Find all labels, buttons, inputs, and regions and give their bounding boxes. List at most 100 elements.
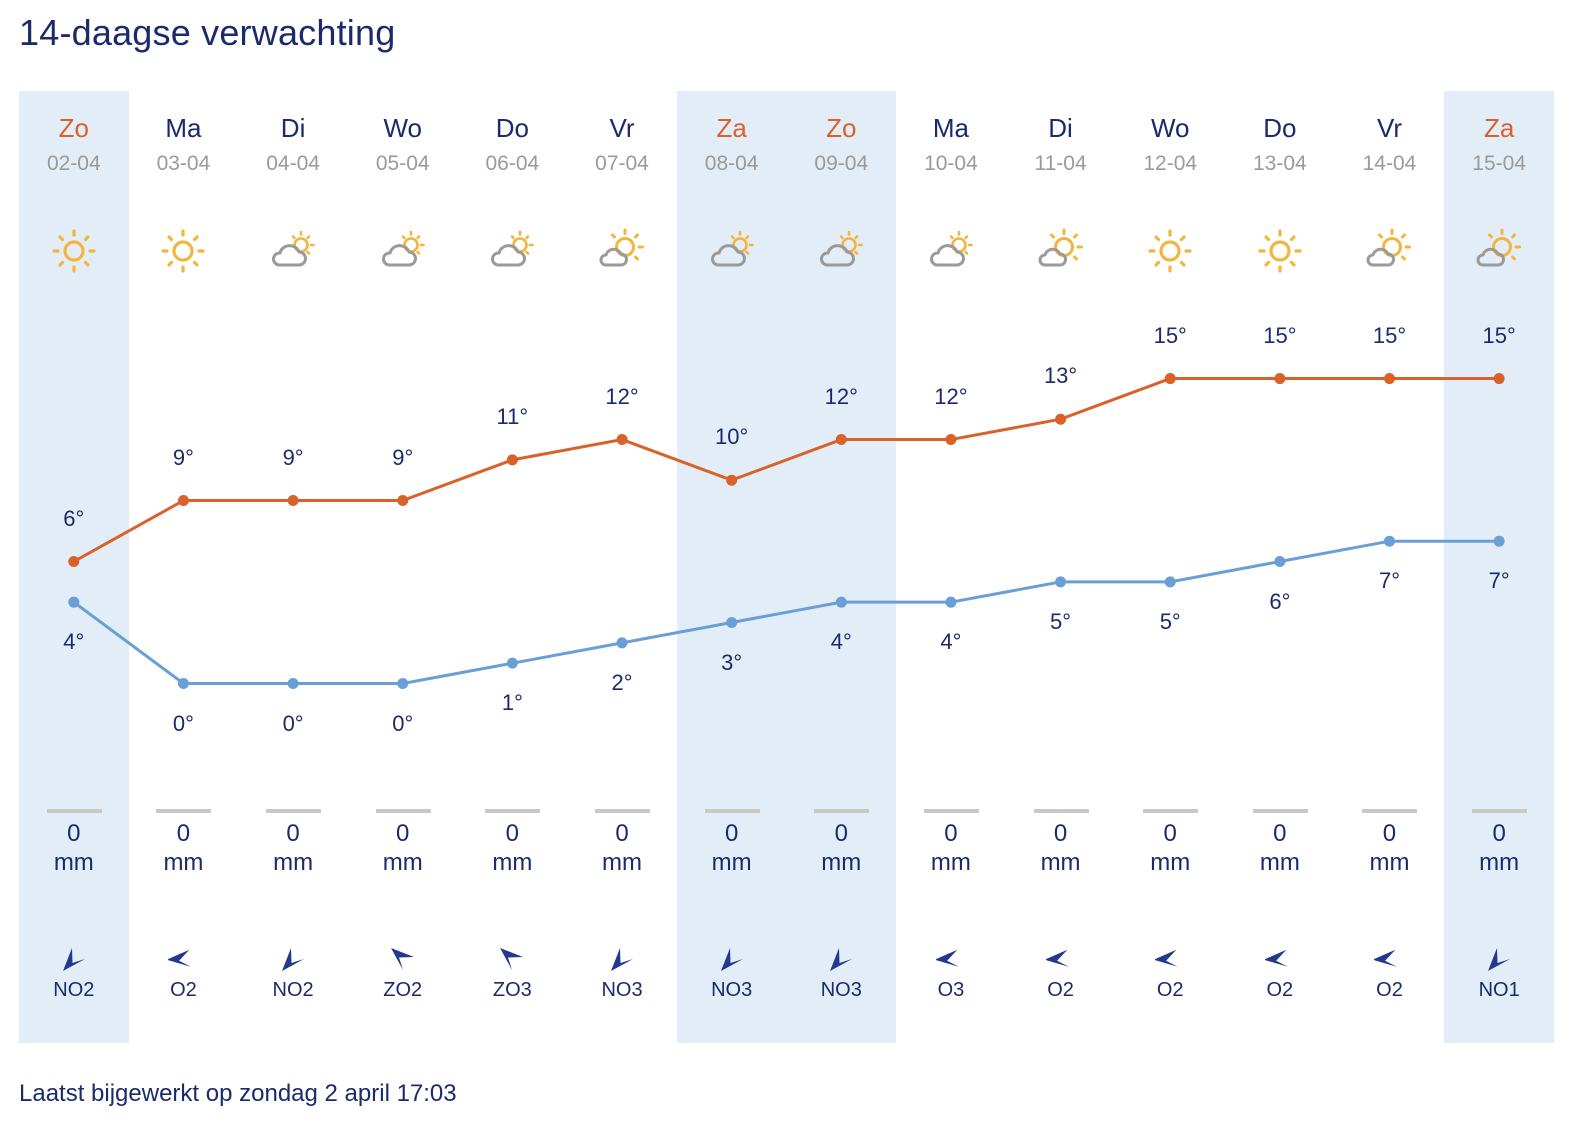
precipitation-bar <box>1362 809 1418 813</box>
wind-direction-icon <box>720 948 743 971</box>
max-temp-label: 12° <box>934 383 968 409</box>
precipitation-value: 0 <box>396 820 410 847</box>
precipitation-value: 0 <box>1273 820 1287 847</box>
day-name: Wo <box>1150 113 1190 143</box>
max-temp-label: 12° <box>605 383 639 409</box>
day-column: Wo 12-04 0 mm O2 <box>1115 91 1225 1043</box>
precipitation-value: 0 <box>834 820 848 847</box>
wind-label: NO2 <box>272 979 314 1001</box>
precipitation-unit: mm <box>1259 849 1300 876</box>
wind-direction-icon <box>1488 948 1511 971</box>
precipitation-bar <box>266 809 322 813</box>
min-temp-label: 5° <box>1159 608 1181 634</box>
day-name: Do <box>1263 113 1297 143</box>
day-column: Vr 07-04 0 mm NO3 <box>567 91 677 1043</box>
day-name: Vr <box>1376 113 1402 143</box>
min-temp-label: 3° <box>721 649 743 675</box>
wind-direction-icon <box>1155 949 1178 967</box>
day-column: Ma 10-04 0 mm O3 <box>896 91 1006 1043</box>
precipitation-unit: mm <box>821 849 862 876</box>
day-name: Zo <box>826 113 857 143</box>
cloud-sun-icon <box>710 230 754 267</box>
day-name: Zo <box>58 113 89 143</box>
day-date: 15-04 <box>1472 152 1526 175</box>
precipitation-value: 0 <box>67 820 81 847</box>
day-date: 04-04 <box>266 152 320 175</box>
precipitation-bar <box>375 809 431 813</box>
wind-label: O2 <box>1376 979 1403 1001</box>
day-date: 06-04 <box>485 152 540 175</box>
min-temp-label: 4° <box>830 629 852 655</box>
max-temp-label: 15° <box>1372 322 1407 348</box>
day-name: Di <box>280 113 306 143</box>
max-temp-label: 9° <box>392 444 414 470</box>
day-column: Za 08-04 0 mm NO3 <box>676 91 787 1043</box>
precipitation-unit: mm <box>930 849 971 876</box>
cloud-sun-icon <box>491 230 535 267</box>
precipitation-value: 0 <box>1492 820 1506 847</box>
wind-label: NO1 <box>1478 979 1520 1001</box>
min-temp-label: 0° <box>282 710 304 736</box>
min-temp-label: 7° <box>1488 568 1510 594</box>
wind-direction-icon <box>282 948 305 971</box>
precipitation-bar <box>704 809 760 813</box>
day-date: 11-04 <box>1034 152 1087 175</box>
precipitation-unit: mm <box>1479 849 1520 876</box>
day-date: 08-04 <box>704 152 759 175</box>
max-temp-label: 9° <box>172 444 194 470</box>
wind-direction-icon <box>830 948 853 971</box>
max-temp-label: 15° <box>1263 322 1297 348</box>
day-name: Ma <box>932 113 969 143</box>
min-temp-label: 5° <box>1050 608 1072 634</box>
cloud-sun-icon <box>929 230 973 267</box>
precipitation-bar <box>156 809 212 813</box>
day-name: Vr <box>609 113 635 143</box>
min-temp-label: 0° <box>172 710 194 736</box>
wind-label: NO3 <box>711 979 753 1001</box>
day-name: Za <box>1483 113 1515 143</box>
precipitation-bar <box>46 809 102 813</box>
sun-cloud-icon <box>1476 228 1522 267</box>
min-temp-label: 4° <box>940 629 962 655</box>
min-temp-label: 4° <box>63 629 85 655</box>
sun-icon <box>1258 229 1302 273</box>
min-temp-label: 7° <box>1378 568 1401 594</box>
sun-cloud-icon <box>1367 228 1412 267</box>
wind-label: NO2 <box>53 979 95 1001</box>
precipitation-bar <box>814 809 870 813</box>
precipitation-bar <box>923 809 979 813</box>
sun-icon <box>52 229 96 273</box>
day-column: Di 11-04 0 mm O2 <box>1006 91 1116 1043</box>
wind-direction-icon <box>1264 949 1288 967</box>
precipitation-value: 0 <box>615 820 629 847</box>
day-column: Wo 05-04 0 mm ZO2 <box>348 91 458 1043</box>
precipitation-value: 0 <box>724 820 739 847</box>
max-temp-label: 6° <box>63 505 85 531</box>
wind-label: ZO2 <box>383 979 423 1001</box>
cloud-sun-icon <box>381 230 425 267</box>
precipitation-bar <box>485 809 541 813</box>
min-temp-label: 0° <box>392 710 414 736</box>
wind-label: O2 <box>1047 979 1074 1001</box>
day-column: Zo 02-04 0 mm NO2 <box>19 91 129 1043</box>
precipitation-unit: mm <box>602 849 642 876</box>
wind-direction-icon <box>1374 949 1398 967</box>
max-temp-label: 13° <box>1043 363 1078 389</box>
day-name: Wo <box>383 113 422 143</box>
precipitation-unit: mm <box>53 849 94 876</box>
precipitation-value: 0 <box>1053 820 1068 847</box>
precipitation-unit: mm <box>1040 849 1081 876</box>
wind-direction-icon <box>62 948 85 971</box>
wind-direction-icon <box>500 948 524 970</box>
day-date: 09-04 <box>814 152 869 175</box>
precipitation-value: 0 <box>1163 820 1177 847</box>
wind-label: O2 <box>1156 979 1184 1001</box>
precipitation-bar <box>1033 809 1089 813</box>
min-temp-label: 1° <box>501 690 523 716</box>
day-column: Ma 03-04 0 mm O2 <box>129 91 239 1043</box>
min-temp-label: 6° <box>1269 588 1291 614</box>
precipitation-unit: mm <box>273 849 314 876</box>
precipitation-unit: mm <box>1150 849 1191 876</box>
day-column: Za 15-04 0 mm NO1 <box>1444 91 1554 1043</box>
precipitation-unit: mm <box>711 849 752 876</box>
